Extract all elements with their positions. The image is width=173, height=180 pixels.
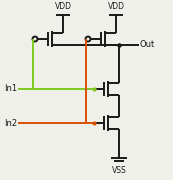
Text: VDD: VDD: [107, 2, 125, 11]
Text: VDD: VDD: [54, 2, 71, 11]
Text: In2: In2: [4, 119, 17, 128]
Text: VSS: VSS: [112, 166, 126, 175]
Text: Out: Out: [140, 40, 155, 50]
Text: In1: In1: [4, 84, 17, 93]
